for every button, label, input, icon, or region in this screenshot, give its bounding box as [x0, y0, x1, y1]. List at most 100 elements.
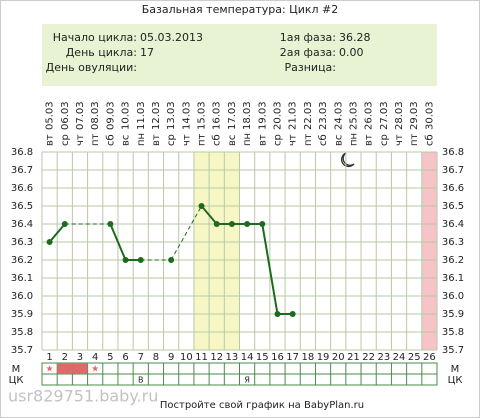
x-tick-label: 24 [393, 352, 406, 363]
date: 15.03 [197, 101, 208, 130]
highlight-column [193, 152, 210, 350]
y-tick-label-right: 35.7 [442, 345, 464, 356]
ck-mark: В [138, 376, 144, 385]
x-tick-label: 17 [286, 352, 299, 363]
x-tick-label: 10 [180, 352, 193, 363]
date: 24.03 [333, 101, 344, 130]
y-tick-label-right: 36.1 [442, 273, 464, 284]
line-bridge [170, 205, 202, 261]
date: 16.03 [212, 101, 223, 130]
date: 19.03 [257, 101, 268, 130]
point [289, 311, 296, 317]
date: 22.03 [303, 101, 314, 130]
m-label-right: М [451, 364, 460, 375]
x-tick-label: 26 [423, 352, 436, 363]
x-tick-label: 5 [107, 352, 113, 363]
x-tick-label: 9 [168, 352, 174, 363]
info-value: 17 [140, 46, 154, 59]
y-tick-label: 36.2 [11, 255, 33, 266]
date: 11.03 [136, 101, 147, 130]
date: 13.03 [166, 101, 177, 130]
y-tick-label: 35.8 [11, 327, 33, 338]
date: 05.03 [45, 101, 56, 130]
weekday: сб [318, 134, 329, 146]
weekday: пн [136, 133, 147, 146]
weekday: ср [166, 134, 177, 146]
line-segment [109, 223, 127, 261]
date: 27.03 [379, 101, 390, 130]
x-tick-label: 20 [332, 352, 345, 363]
point [137, 257, 144, 263]
m-label: М [12, 364, 21, 375]
point [274, 311, 281, 317]
weekday: пн [242, 133, 253, 146]
point [198, 203, 205, 209]
weekday: чт [394, 134, 405, 146]
x-tick-label: 1 [46, 352, 52, 363]
x-tick-label: 22 [362, 352, 375, 363]
point [244, 221, 251, 227]
y-tick-label: 35.9 [11, 309, 33, 320]
date: 28.03 [394, 101, 405, 130]
x-tick-label: 6 [122, 352, 128, 363]
weekday: пн [348, 133, 359, 146]
point [213, 221, 220, 227]
y-tick-label: 35.7 [11, 345, 33, 356]
info-label: День цикла: [66, 46, 137, 59]
m-fill [57, 363, 73, 374]
date: 06.03 [60, 101, 71, 130]
marked-column [421, 152, 437, 350]
date: 26.03 [364, 101, 375, 130]
date: 17.03 [227, 101, 238, 130]
date: 12.03 [151, 101, 162, 130]
date: 10.03 [121, 101, 132, 130]
footer: Постройте свой график на BabyPlan.ru [160, 400, 364, 411]
info-value: 05.03.2013 [140, 31, 203, 44]
x-tick-label: 3 [77, 352, 83, 363]
x-tick-label: 8 [153, 352, 159, 363]
m-fill [72, 363, 88, 374]
weekday: вт [257, 134, 268, 146]
y-tick-label-right: 36.8 [442, 147, 464, 158]
y-tick-label-right: 36.3 [442, 237, 464, 248]
y-tick-label: 36.8 [11, 147, 33, 158]
y-tick-label: 36.7 [11, 165, 33, 176]
x-tick-label: 7 [138, 352, 144, 363]
highlight-column [224, 152, 240, 350]
point [107, 221, 114, 227]
point [61, 221, 68, 227]
weekday: ср [272, 134, 283, 146]
y-tick-label-right: 36.2 [442, 255, 464, 266]
line-segment [200, 205, 218, 225]
y-tick-label: 36.6 [11, 183, 33, 194]
weekday: пт [303, 133, 314, 146]
date: 09.03 [105, 101, 116, 130]
y-tick-label-right: 35.8 [442, 327, 464, 338]
x-tick-label: 18 [301, 352, 314, 363]
y-tick-label-right: 36.0 [442, 291, 464, 302]
x-tick-label: 16 [271, 352, 284, 363]
weekday: вт [151, 134, 162, 146]
weekday: пт [90, 133, 101, 146]
x-tick-label: 12 [210, 352, 223, 363]
weekday: чт [75, 134, 86, 146]
weekday: чт [181, 134, 192, 146]
y-tick-label-right: 35.9 [442, 309, 464, 320]
m-star: ★ [91, 365, 99, 375]
weekday: вт [45, 134, 56, 146]
ck-label: ЦК [9, 375, 24, 386]
point [46, 239, 53, 245]
highlight-column [209, 152, 225, 350]
weekday: сб [424, 134, 435, 146]
weekday: ср [379, 134, 390, 146]
x-tick-label: 21 [347, 352, 360, 363]
x-tick-label: 25 [408, 352, 421, 363]
point [168, 257, 175, 263]
x-tick-label: 19 [317, 352, 330, 363]
ck-mark: Я [244, 376, 250, 385]
y-tick-label: 36.5 [11, 201, 33, 212]
weekday: вс [227, 135, 238, 146]
info-label: Разница: [285, 61, 337, 74]
weekday: сб [105, 134, 116, 146]
